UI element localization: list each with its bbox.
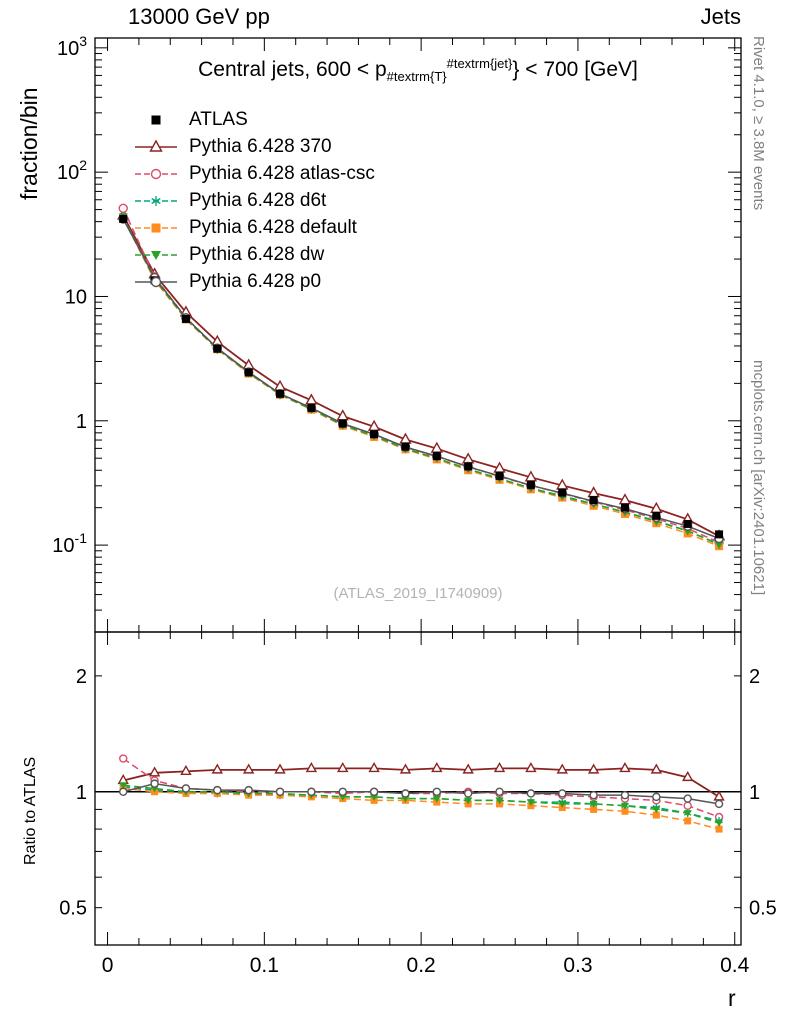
rivet-version-note: Rivet 4.1.0, ≥ 3.8M events [750, 36, 767, 211]
series-main-atlas [119, 214, 724, 539]
svg-text:2: 2 [76, 666, 87, 688]
legend-item-atlas: ATLAS [133, 106, 375, 133]
mcplots-reference-note: mcplots.cern.ch [arXiv:2401.10621] [750, 360, 767, 596]
y-axis-label-ratio: Ratio to ATLAS [22, 756, 39, 865]
svg-text:10: 10 [65, 286, 87, 308]
legend-label-pythia-6-428-370: Pythia 6.428 370 [189, 135, 332, 157]
legend-label-atlas: ATLAS [189, 108, 248, 130]
legend-label-pythia-6-428-d6t: Pythia 6.428 d6t [189, 189, 327, 211]
legend-item-pythia-6-428-d6t: Pythia 6.428 d6t [133, 187, 375, 214]
title-superscript: #textrm{jet} [446, 56, 513, 71]
legend-item-pythia-6-428-default: Pythia 6.428 default [133, 214, 375, 241]
svg-text:0.4: 0.4 [720, 954, 750, 977]
legend-marker-pythia-6-428-dw-icon [135, 250, 177, 260]
legend-item-pythia-6-428-370: Pythia 6.428 370 [133, 133, 375, 160]
axis-ticks [95, 38, 741, 946]
series-ratio-pythia-6-428-atlas-csc [119, 754, 724, 822]
legend-marker-atlas-icon [151, 115, 161, 124]
legend-marker-pythia-6-428-370-icon [135, 139, 177, 152]
legend-item-pythia-6-428-dw: Pythia 6.428 dw [133, 241, 375, 268]
plot-frames [94, 37, 742, 946]
legend-marker-pythia-6-428-atlas-csc-icon [135, 168, 177, 179]
title-subscript: #textrm{T} [386, 69, 447, 84]
series-ratio-pythia-6-428-370 [117, 761, 725, 801]
analysis-topic-label: Jets [700, 4, 741, 29]
legend-item-pythia-6-428-p0: Pythia 6.428 p0 [133, 268, 375, 295]
title-post: } < 700 [GeV] [512, 58, 638, 81]
watermark-analysis-id: (ATLAS_2019_I1740909) [333, 585, 503, 602]
svg-text:0: 0 [102, 954, 114, 977]
legend: ATLAS Pythia 6.428 370 Pythia 6.428 atlas-… [133, 106, 375, 295]
svg-text:1: 1 [749, 782, 760, 804]
plot-title: Central jets, 600 < p#textrm{T}#textrm{j… [198, 56, 638, 84]
title-pre: Central jets, 600 < p [198, 58, 387, 81]
legend-label-pythia-6-428-atlas-csc: Pythia 6.428 atlas-csc [189, 162, 375, 184]
legend-marker-pythia-6-428-default-icon [135, 223, 177, 232]
series-ratio-pythia-6-428-dw [119, 782, 724, 827]
svg-text:0.1: 0.1 [250, 954, 279, 977]
y-axis-label-main: fraction/bin [16, 87, 42, 200]
legend-label-pythia-6-428-dw: Pythia 6.428 dw [189, 243, 325, 265]
svg-text:10-1: 10-1 [52, 530, 87, 557]
beam-energy-label: 13000 GeV pp [128, 4, 270, 29]
svg-text:103: 103 [57, 33, 87, 60]
series-ratio-pythia-6-428-p0 [119, 779, 724, 809]
legend-label-pythia-6-428-default: Pythia 6.428 default [189, 216, 357, 238]
svg-text:102: 102 [57, 157, 87, 184]
legend-marker-pythia-6-428-p0-icon [135, 276, 177, 287]
legend-marker-pythia-6-428-d6t-icon [135, 195, 177, 206]
svg-text:0.2: 0.2 [407, 954, 436, 977]
svg-text:0.5: 0.5 [59, 898, 87, 920]
svg-text:1: 1 [76, 411, 87, 433]
legend-label-pythia-6-428-p0: Pythia 6.428 p0 [189, 270, 322, 292]
svg-text:2: 2 [749, 666, 760, 688]
svg-text:0.3: 0.3 [563, 954, 592, 977]
legend-item-pythia-6-428-atlas-csc: Pythia 6.428 atlas-csc [133, 160, 375, 187]
svg-text:0.5: 0.5 [749, 898, 777, 920]
x-axis-label: r [728, 985, 736, 1011]
svg-text:1: 1 [76, 782, 87, 804]
